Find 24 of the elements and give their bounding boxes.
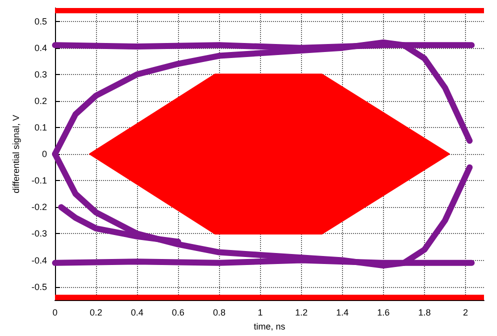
y-tick-label: 0 xyxy=(42,149,47,160)
y-tick-label: -0.2 xyxy=(31,202,47,212)
y-tick-label: 0.1 xyxy=(34,122,47,132)
x-tick-label: 1.8 xyxy=(418,308,431,318)
y-tick-label: 0.3 xyxy=(34,69,47,80)
x-tick-label: 1.4 xyxy=(336,308,349,318)
x-tick-label: 0 xyxy=(52,308,58,318)
y-axis-title: differential signal, V xyxy=(11,114,22,194)
y-tick-label: -0.5 xyxy=(31,282,47,292)
x-tick-label: 2 xyxy=(463,308,468,318)
x-axis-title: time, ns xyxy=(254,322,286,332)
y-tick-label: 0.2 xyxy=(34,96,47,106)
y-tick-label: 0.4 xyxy=(34,42,47,53)
y-tick-label: -0.1 xyxy=(31,176,47,186)
x-tick-label: 0.2 xyxy=(90,308,102,318)
y-tick-label: 0.5 xyxy=(34,16,47,26)
y-tick-label: -0.4 xyxy=(31,255,47,266)
x-tick-label: 0.8 xyxy=(212,308,226,318)
x-tick-label: 0.6 xyxy=(172,308,184,318)
y-tick-label: -0.3 xyxy=(31,228,47,239)
x-tick-label: 1 xyxy=(258,308,263,318)
x-tick-label: 1.2 xyxy=(295,308,308,318)
x-tick-label: 1.6 xyxy=(377,308,390,318)
x-tick-label: 0.4 xyxy=(130,308,144,318)
